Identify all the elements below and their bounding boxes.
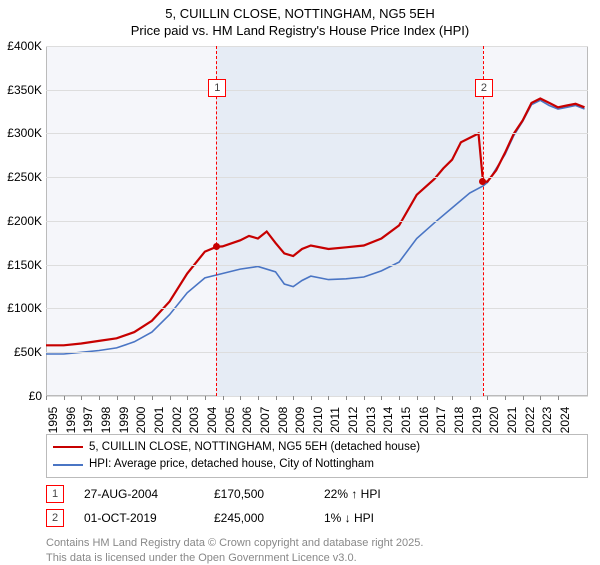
marker-badge: 1 — [46, 485, 64, 503]
y-tick-label: £250K — [7, 170, 46, 184]
sale-date: 01-OCT-2019 — [84, 511, 194, 525]
y-tick-label: £0 — [29, 389, 46, 403]
x-tick-label: 1995 — [46, 406, 60, 433]
x-tick-label: 2007 — [258, 406, 272, 433]
x-tick-label: 2024 — [558, 406, 572, 433]
sales-row: 1 27-AUG-2004 £170,500 22% ↑ HPI — [46, 482, 588, 506]
legend-label-1: 5, CUILLIN CLOSE, NOTTINGHAM, NG5 5EH (d… — [89, 439, 420, 456]
x-tick-label: 2000 — [134, 406, 148, 433]
legend-row: 5, CUILLIN CLOSE, NOTTINGHAM, NG5 5EH (d… — [53, 439, 581, 456]
x-tick-label: 1997 — [81, 406, 95, 433]
legend-swatch-blue — [53, 464, 83, 466]
y-tick-label: £200K — [7, 214, 46, 228]
footer-line2: This data is licensed under the Open Gov… — [46, 551, 588, 565]
x-tick-label: 2006 — [240, 406, 254, 433]
sale-price: £245,000 — [214, 511, 304, 525]
sales-row: 2 01-OCT-2019 £245,000 1% ↓ HPI — [46, 506, 588, 530]
x-tick-label: 2020 — [487, 406, 501, 433]
x-tick-label: 2015 — [399, 406, 413, 433]
chart-container: 5, CUILLIN CLOSE, NOTTINGHAM, NG5 5EH Pr… — [0, 0, 600, 560]
x-tick-label: 1998 — [99, 406, 113, 433]
x-tick-label: 2005 — [223, 406, 237, 433]
legend-label-2: HPI: Average price, detached house, City… — [89, 456, 374, 473]
x-tick-label: 2012 — [346, 406, 360, 433]
x-tick-label: 1996 — [64, 406, 78, 433]
x-tick-label: 2002 — [170, 406, 184, 433]
x-tick-label: 2022 — [523, 406, 537, 433]
x-tick-label: 2004 — [205, 406, 219, 433]
title-address: 5, CUILLIN CLOSE, NOTTINGHAM, NG5 5EH — [0, 6, 600, 23]
y-tick-label: £50K — [14, 345, 46, 359]
x-tick-label: 2011 — [328, 407, 342, 433]
y-tick-label: £400K — [7, 39, 46, 53]
x-tick-label: 2003 — [187, 406, 201, 433]
x-tick-label: 2013 — [364, 406, 378, 433]
x-tick-label: 2016 — [417, 406, 431, 433]
x-tick-label: 1999 — [117, 406, 131, 433]
x-tick-label: 2023 — [540, 406, 554, 433]
chart-marker: 2 — [475, 79, 493, 97]
y-tick-label: £150K — [7, 258, 46, 272]
sales-table: 1 27-AUG-2004 £170,500 22% ↑ HPI 2 01-OC… — [46, 482, 588, 530]
x-tick-label: 2017 — [434, 406, 448, 433]
sale-delta: 22% ↑ HPI — [324, 487, 381, 501]
series-hpi — [46, 100, 585, 354]
footer: Contains HM Land Registry data © Crown c… — [46, 536, 588, 565]
chart-marker: 1 — [208, 79, 226, 97]
x-tick-label: 2019 — [470, 406, 484, 433]
legend-swatch-red — [53, 446, 83, 448]
y-tick-label: £100K — [7, 301, 46, 315]
chart-area: £0£50K£100K£150K£200K£250K£300K£350K£400… — [46, 46, 588, 396]
y-tick-label: £300K — [7, 126, 46, 140]
title-block: 5, CUILLIN CLOSE, NOTTINGHAM, NG5 5EH Pr… — [0, 0, 600, 40]
marker-badge: 2 — [46, 509, 64, 527]
title-subtitle: Price paid vs. HM Land Registry's House … — [0, 23, 600, 40]
x-tick-label: 2018 — [452, 406, 466, 433]
legend: 5, CUILLIN CLOSE, NOTTINGHAM, NG5 5EH (d… — [46, 434, 588, 479]
x-tick-label: 2009 — [293, 406, 307, 433]
x-tick-label: 2010 — [311, 406, 325, 433]
x-tick-label: 2014 — [381, 406, 395, 433]
footer-line1: Contains HM Land Registry data © Crown c… — [46, 536, 588, 550]
x-tick-label: 2008 — [276, 406, 290, 433]
x-tick-label: 2001 — [152, 406, 166, 433]
x-tick-label: 2021 — [505, 406, 519, 433]
sale-price: £170,500 — [214, 487, 304, 501]
legend-row: HPI: Average price, detached house, City… — [53, 456, 581, 473]
y-tick-label: £350K — [7, 83, 46, 97]
sale-dot — [213, 243, 220, 250]
sale-date: 27-AUG-2004 — [84, 487, 194, 501]
sale-delta: 1% ↓ HPI — [324, 511, 374, 525]
